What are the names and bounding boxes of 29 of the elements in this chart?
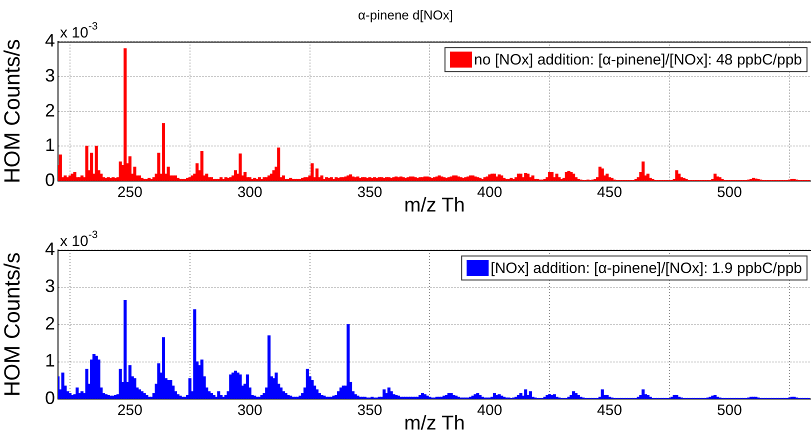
y-tick-label: 2 xyxy=(44,313,55,334)
legend-label: [NOx] addition: [α-pinene]/[NOx]: 1.9 ppbC/ppb xyxy=(490,260,802,278)
y-tick-label: 0 xyxy=(44,388,55,408)
legend-label: no [NOx] addition: [α-pinene]/[NOx]: 48 ppbC/ppb xyxy=(474,52,802,69)
x-tick-label: 300 xyxy=(237,184,262,202)
y-axis-title: HOM Counts/s xyxy=(0,252,24,397)
x-tick-label: 450 xyxy=(597,184,622,202)
y-tick-label: 0 xyxy=(44,170,55,190)
x-axis-title: m/z Th xyxy=(404,194,465,217)
y-tick-label: 2 xyxy=(44,100,55,120)
x-tick-label: 350 xyxy=(357,402,382,420)
x-tick-label: 500 xyxy=(716,402,742,420)
y-tick-label: 4 xyxy=(44,30,55,51)
x-tick-label: 400 xyxy=(477,184,502,202)
y-tick-label: 4 xyxy=(44,238,55,259)
y-axis-title: HOM Counts/s xyxy=(0,39,24,184)
x-tick-label: 350 xyxy=(357,184,382,202)
y-tick-label: 1 xyxy=(44,350,55,371)
x-tick-label: 250 xyxy=(117,402,142,420)
x-tick-label: 450 xyxy=(597,402,622,420)
chart-title: α-pinene d[NOx] xyxy=(358,7,453,22)
x-tick-label: 400 xyxy=(477,402,502,420)
x-tick-label: 500 xyxy=(716,184,742,202)
x-axis-title: m/z Th xyxy=(404,412,465,435)
x-tick-label: 300 xyxy=(237,402,262,420)
y-tick-label: 1 xyxy=(44,135,55,156)
y-tick-label: 3 xyxy=(44,276,55,296)
x-tick-label: 250 xyxy=(117,184,142,202)
y-tick-label: 3 xyxy=(44,65,55,86)
